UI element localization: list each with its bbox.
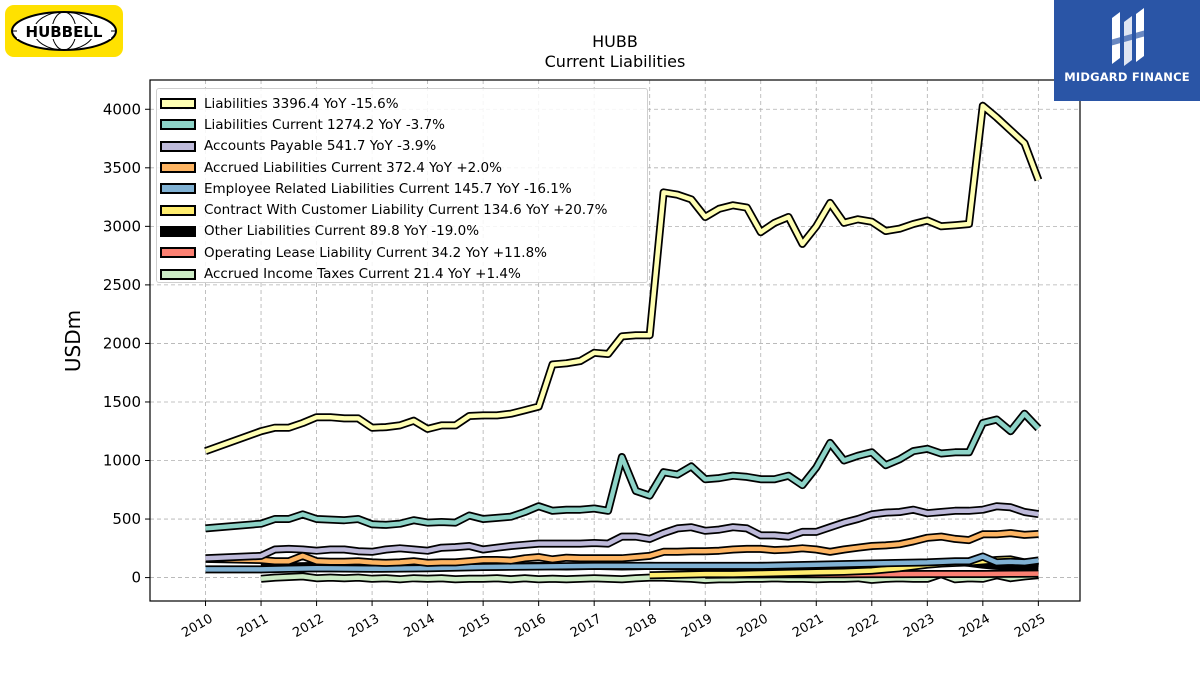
legend-swatch	[160, 268, 196, 280]
hubbell-globe-icon: HUBBELL	[11, 11, 117, 51]
legend-swatch	[160, 119, 196, 131]
legend-label: Other Liabilities Current 89.8 YoY -19.0…	[204, 223, 480, 240]
x-tick-label: 2021	[790, 611, 826, 641]
x-tick-label: 2023	[901, 611, 937, 641]
series-line	[260, 571, 1039, 583]
x-tick-label: 2022	[846, 611, 882, 641]
legend-label: Liabilities 3396.4 YoY -15.6%	[204, 95, 399, 112]
y-tick-label: 3500	[103, 159, 141, 177]
legend-entry: Accounts Payable 541.7 YoY -3.9%	[157, 136, 647, 157]
legend-entry: Liabilities 3396.4 YoY -15.6%	[157, 93, 647, 114]
x-tick-label: 2012	[290, 611, 326, 641]
legend-entry: Operating Lease Liability Current 34.2 Y…	[157, 242, 647, 263]
series-line	[204, 103, 1041, 454]
chart-legend: Liabilities 3396.4 YoY -15.6% Liabilitie…	[156, 88, 648, 283]
legend-entry: Accrued Liabilities Current 372.4 YoY +2…	[157, 157, 647, 178]
legend-swatch	[160, 140, 196, 152]
series-liabilities	[204, 101, 1043, 455]
legend-label: Accounts Payable 541.7 YoY -3.9%	[204, 138, 437, 155]
y-tick-label: 1000	[103, 452, 141, 470]
chart-title: HUBB	[592, 32, 638, 51]
y-tick-label: 2500	[103, 276, 141, 294]
series-employee-related-liabilities-current	[205, 552, 1039, 574]
legend-swatch	[160, 98, 196, 110]
legend-entry: Employee Related Liabilities Current 145…	[157, 178, 647, 199]
legend-swatch	[160, 162, 196, 174]
series-liabilities-current	[205, 409, 1042, 533]
x-tick-label: 2016	[512, 611, 548, 641]
x-tick-label: 2025	[1012, 611, 1048, 641]
y-tick-label: 2000	[103, 334, 141, 352]
hubbell-logo: HUBBELL	[5, 5, 123, 57]
y-tick-label: 4000	[103, 100, 141, 118]
legend-label: Accrued Liabilities Current 372.4 YoY +2…	[204, 159, 502, 176]
y-axis-ticks: 0 500 1000 1500 2000 2500 3000 3500 4000	[103, 100, 150, 587]
legend-entry: Other Liabilities Current 89.8 YoY -19.0…	[157, 221, 647, 242]
y-tick-label: 500	[112, 510, 141, 528]
legend-label: Operating Lease Liability Current 34.2 Y…	[204, 244, 548, 261]
x-tick-label: 2019	[679, 611, 715, 641]
legend-label: Accrued Income Taxes Current 21.4 YoY +1…	[204, 266, 521, 283]
series-accrued-income-taxes-current	[260, 570, 1039, 584]
plot-frame	[149, 79, 1081, 602]
x-tick-label: 2013	[346, 611, 382, 641]
series-line	[205, 554, 1039, 572]
legend-swatch	[160, 225, 196, 237]
series-lines	[204, 101, 1043, 584]
x-tick-label: 2018	[624, 611, 660, 641]
hubbell-wordmark: HUBBELL	[26, 23, 103, 41]
x-tick-label: 2020	[735, 611, 771, 641]
chart-subtitle: Current Liabilities	[544, 52, 686, 71]
legend-entry: Liabilities Current 1274.2 YoY -3.7%	[157, 114, 647, 135]
x-tick-label: 2011	[235, 611, 271, 641]
series-line	[205, 411, 1041, 531]
y-tick-label: 3000	[103, 217, 141, 235]
legend-label: Contract With Customer Liability Current…	[204, 202, 608, 219]
legend-label: Liabilities Current 1274.2 YoY -3.7%	[204, 116, 445, 133]
series-accrued-liabilities-current	[205, 529, 1039, 567]
x-tick-label: 2014	[401, 611, 437, 641]
x-tick-label: 2017	[568, 611, 604, 641]
series-line	[205, 530, 1039, 566]
x-tick-label: 2015	[457, 611, 493, 641]
legend-entry: Contract With Customer Liability Current…	[157, 199, 647, 220]
midgard-wordmark: MIDGARD FINANCE	[1064, 70, 1190, 84]
legend-swatch	[160, 183, 196, 195]
legend-swatch	[160, 204, 196, 216]
x-tick-label: 2010	[179, 611, 215, 641]
series-accounts-payable	[205, 502, 1039, 563]
y-tick-label: 0	[131, 569, 141, 587]
y-tick-label: 1500	[103, 393, 141, 411]
legend-swatch	[160, 247, 196, 259]
x-axis-ticks: 2010 2011 2012 2013 2014 2015 2016 2017 2018 2019…	[179, 601, 1048, 641]
legend-label: Employee Related Liabilities Current 145…	[204, 180, 572, 197]
legend-entry: Accrued Income Taxes Current 21.4 YoY +1…	[157, 263, 647, 284]
x-tick-label: 2024	[957, 611, 993, 641]
midgard-finance-logo: MIDGARD FINANCE	[1054, 0, 1200, 101]
y-axis-label: USDm	[61, 310, 85, 372]
series-line	[205, 503, 1039, 561]
midgard-emblem-icon	[1110, 8, 1146, 66]
